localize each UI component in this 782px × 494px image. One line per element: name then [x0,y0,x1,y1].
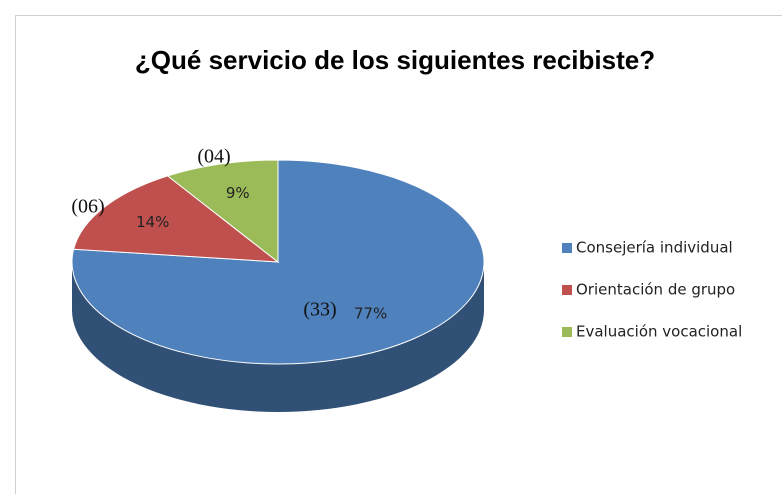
annotation: (33) [303,299,336,321]
legend-swatch [562,285,572,295]
legend-label: Evaluación vocacional [576,323,742,341]
data-label: 14% [136,213,169,231]
chart-title: ¿Qué servicio de los siguientes recibist… [135,45,655,75]
legend-swatch [562,243,572,253]
legend-label: Consejería individual [576,239,733,257]
legend-label: Orientación de grupo [576,281,735,299]
slice [71,159,485,365]
legend-swatch [562,327,572,337]
data-label: 77% [354,305,387,323]
slice [166,159,279,264]
annotation: (06) [71,196,104,218]
data-label: 9% [226,184,250,202]
slice-side [72,262,484,412]
slice [72,175,280,263]
annotation: (04) [197,146,230,168]
